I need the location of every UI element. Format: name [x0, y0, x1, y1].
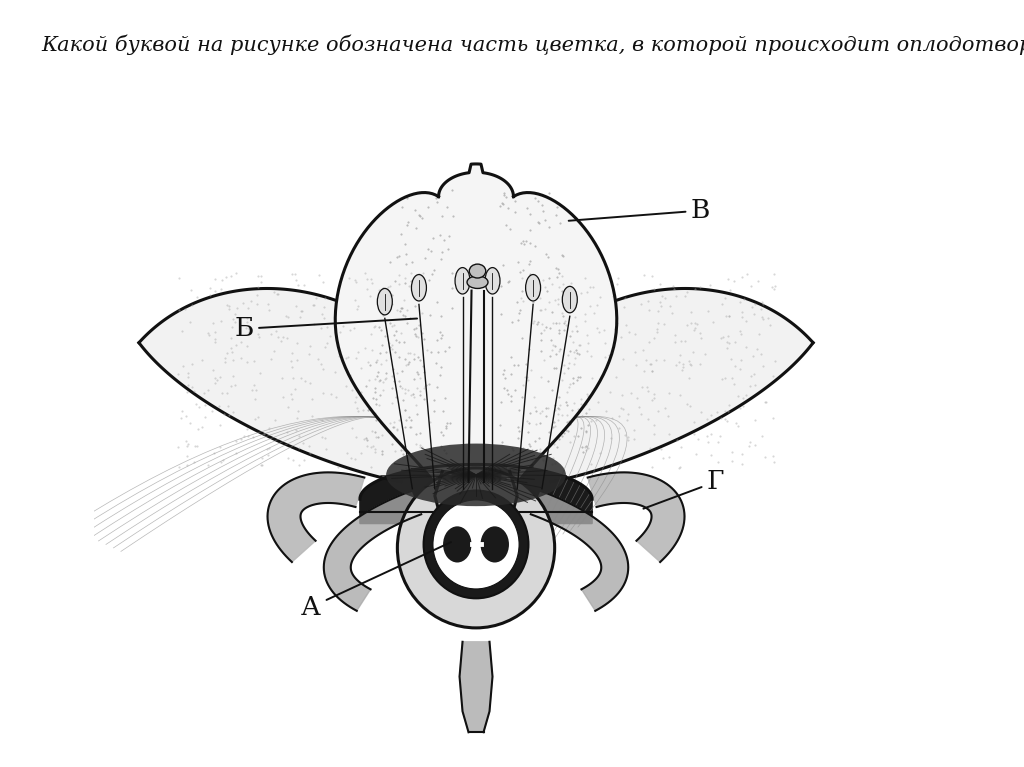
- Ellipse shape: [485, 268, 500, 294]
- Text: Какой буквой на рисунке обозначена часть цветка, в которой происходит оплодотвор: Какой буквой на рисунке обозначена часть…: [41, 35, 1024, 55]
- Text: Б: Б: [234, 316, 417, 341]
- Ellipse shape: [412, 275, 426, 301]
- Ellipse shape: [443, 526, 471, 562]
- Polygon shape: [324, 491, 421, 611]
- Polygon shape: [513, 288, 813, 482]
- Ellipse shape: [469, 264, 485, 278]
- Ellipse shape: [386, 443, 566, 506]
- Polygon shape: [139, 288, 438, 482]
- Polygon shape: [335, 164, 616, 479]
- Ellipse shape: [467, 276, 488, 288]
- Polygon shape: [359, 465, 592, 524]
- Ellipse shape: [455, 268, 470, 294]
- Ellipse shape: [480, 526, 509, 562]
- Polygon shape: [588, 472, 684, 562]
- Ellipse shape: [377, 288, 392, 315]
- Ellipse shape: [525, 275, 541, 301]
- Text: А: А: [301, 542, 451, 620]
- Polygon shape: [460, 642, 493, 732]
- Ellipse shape: [433, 500, 519, 589]
- Ellipse shape: [424, 491, 528, 598]
- Text: Г: Г: [643, 469, 724, 509]
- Ellipse shape: [397, 468, 555, 628]
- Polygon shape: [530, 491, 629, 611]
- Ellipse shape: [562, 286, 578, 313]
- Text: В: В: [568, 198, 711, 223]
- Polygon shape: [267, 472, 365, 562]
